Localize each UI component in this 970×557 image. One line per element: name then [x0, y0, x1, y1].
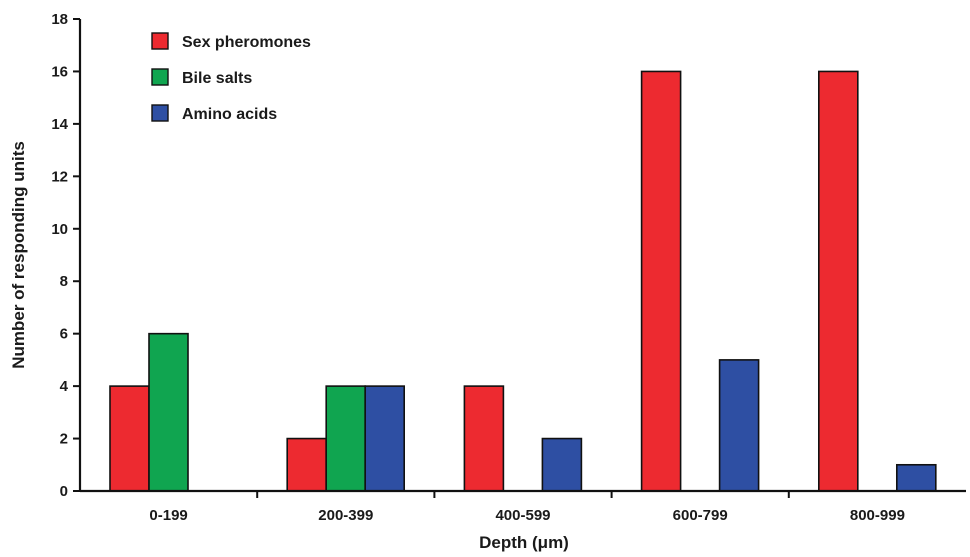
- bar-bile-salts-200-399: [325, 385, 367, 492]
- bar-amino-acids-400-599: [541, 437, 583, 492]
- axes-group: 0 2 4 6 8 10 12 14 16 18 0-199 200-399 400-599 600-79…: [51, 11, 966, 524]
- y-tick-label: 6: [60, 326, 68, 343]
- y-tick-label: 10: [51, 221, 68, 238]
- y-axis-title: Number of responding units: [9, 141, 28, 369]
- legend-label-amino-acids: Amino acids: [182, 106, 277, 123]
- y-tick-label: 8: [60, 273, 68, 290]
- y-tick-label: 2: [60, 431, 68, 448]
- y-tick-label: 4: [60, 378, 69, 395]
- bar-amino-acids-800-999: [895, 463, 937, 492]
- y-tick-label: 12: [51, 168, 68, 185]
- bar-sex-pheromones-400-599: [463, 385, 505, 492]
- y-tick-label: 18: [51, 11, 68, 28]
- y-tick-label: 0: [60, 483, 68, 500]
- legend-swatch-amino-acids: [151, 104, 169, 122]
- bar-sex-pheromones-800-999: [817, 70, 859, 492]
- x-axis-title: Depth (μm): [479, 533, 569, 552]
- y-tick-label: 14: [51, 116, 68, 133]
- y-tick-label: 16: [51, 63, 68, 80]
- bar-sex-pheromones-200-399: [286, 437, 328, 492]
- bar-amino-acids-600-799: [718, 359, 760, 492]
- legend-label-sex-pheromones: Sex pheromones: [182, 34, 311, 51]
- x-tick-label: 800-999: [850, 507, 905, 524]
- x-tick-label: 600-799: [673, 507, 728, 524]
- legend-swatch-sex-pheromones: [151, 32, 169, 50]
- bar-sex-pheromones-600-799: [640, 70, 682, 492]
- legend-swatch-bile-salts: [151, 68, 169, 86]
- x-tick-label: 400-599: [495, 507, 550, 524]
- bar-sex-pheromones-0-199: [109, 385, 150, 492]
- bars-group: [109, 70, 937, 492]
- bar-amino-acids-200-399: [364, 385, 406, 492]
- legend: Sex pheromones Bile salts Amino acids: [151, 32, 311, 123]
- x-tick-label: 0-199: [149, 507, 187, 524]
- bar-bile-salts-0-199: [148, 332, 189, 492]
- x-tick-label: 200-399: [318, 507, 373, 524]
- legend-label-bile-salts: Bile salts: [182, 70, 252, 87]
